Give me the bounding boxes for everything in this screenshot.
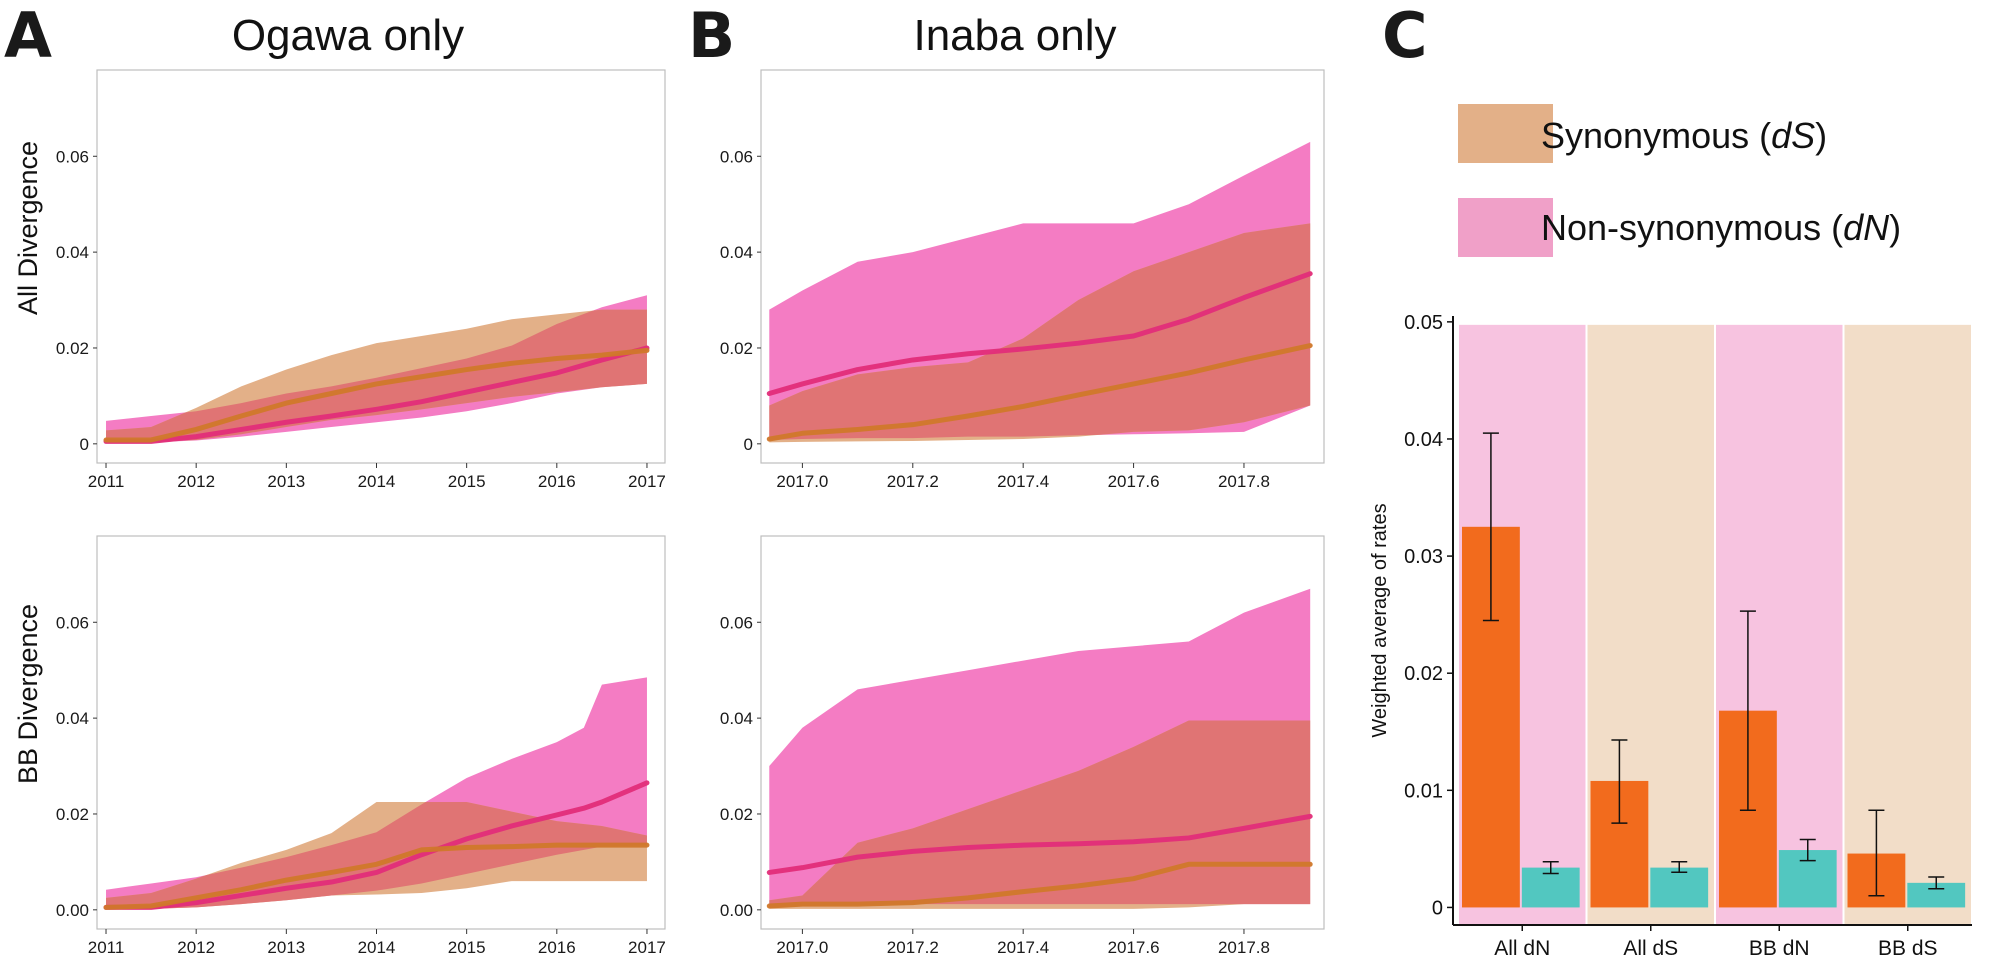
x-tick-label: 2013 [267,472,305,491]
y-tick-label: 0.06 [720,613,753,632]
y-tick-label: 0.05 [1404,312,1443,334]
y-tick-label: 0.06 [56,613,89,632]
x-tick-label: 2016 [538,472,576,491]
chart-ogawa_all: 0 0.02 0.04 0.06 2011 2012 2013 2014 2015 2016 201… [56,69,666,491]
chart-ogawa_bb: 0.00 0.02 0.04 0.06 2011 2012 2013 2014 2015 2016… [56,535,666,957]
y-tick-label: 0.04 [56,243,89,262]
panel-a-letter: A [4,0,52,72]
x-category-label: BB dN [1749,937,1810,959]
y-tick-label: 0.00 [720,901,753,920]
y-tick-label: 0.00 [56,901,89,920]
bar-bg-3 [1844,324,1971,925]
x-category-label: All dN [1494,937,1550,959]
chart-rates: All dN All dS BB dN BB dS 0 0.01 0.02 0.03 0.04 0… [1369,312,1972,959]
y-tick-label: 0 [1432,897,1443,919]
x-tick-label: 2013 [267,938,305,957]
x-tick-label: 2017.4 [997,938,1049,957]
dS-mean-line [766,861,1313,909]
dS-mean-line [103,347,650,443]
panel-b-title: Inaba only [913,11,1116,60]
charts-layer: 0 0.02 0.04 0.06 2011 2012 2013 2014 2015 2016 201… [56,69,1972,959]
y-axis-label: Weighted average of rates [1369,503,1391,737]
x-tick-label: 2017 [628,938,666,957]
x-tick-label: 2017.6 [1108,938,1160,957]
y-tick-label: 0.02 [1404,663,1443,685]
legend-label-dS: Synonymous (dS) [1541,115,1827,156]
overlap-band [769,720,1311,908]
dS-mean-line [766,343,1313,442]
x-tick-label: 2011 [88,938,125,957]
chart-inaba_bb: 0.00 0.02 0.04 0.06 2017.0 2017.2 2017.4 2017.6… [720,535,1325,957]
x-tick-label: 2017.8 [1218,472,1270,491]
legend-swatch-dS [1458,104,1553,163]
y-tick-label: 0.06 [720,147,753,166]
legend-swatch-dN [1458,198,1553,257]
panel-a-title: Ogawa only [232,11,464,60]
x-tick-label: 2014 [358,938,396,957]
row-label-bottom: BB Divergence [13,604,43,784]
chart-inaba_all: 0 0.02 0.04 0.06 2017.0 2017.2 2017.4 2017.6 201… [720,69,1325,491]
y-tick-label: 0.03 [1404,546,1443,568]
x-tick-label: 2017 [628,472,666,491]
y-tick-label: 0.01 [1404,780,1443,802]
x-tick-label: 2017.8 [1218,938,1270,957]
x-category-label: BB dS [1878,937,1938,959]
y-tick-label: 0.02 [56,339,89,358]
x-tick-label: 2012 [177,938,215,957]
legend-label-dN: Non-synonymous (dN) [1541,207,1901,248]
y-tick-label: 0.04 [720,243,753,262]
x-tick-label: 2012 [177,472,215,491]
bar [1650,867,1709,908]
dN-mean-line [103,345,650,444]
x-tick-label: 2011 [88,472,125,491]
y-tick-label: 0.02 [720,339,753,358]
dS-mean-line [103,842,650,910]
row-label-top: All Divergence [13,141,43,315]
x-tick-label: 2015 [448,938,486,957]
dN-mean-line [766,813,1313,875]
overlap-band [106,801,647,909]
panel-c-letter: C [1382,0,1428,72]
y-tick-label: 0.04 [56,709,89,728]
panel-b-letter: B [688,0,735,72]
x-tick-label: 2017.2 [887,472,939,491]
y-tick-label: 0.04 [1404,429,1443,451]
dN-mean-line [103,780,650,910]
x-tick-label: 2014 [358,472,396,491]
x-tick-label: 2017.4 [997,472,1049,491]
y-tick-label: 0.02 [720,805,753,824]
x-tick-label: 2016 [538,938,576,957]
overlap-band [769,223,1311,440]
x-tick-label: 2017.6 [1108,472,1160,491]
y-tick-label: 0 [80,435,89,454]
x-category-label: All dS [1623,937,1678,959]
y-tick-label: 0.02 [56,805,89,824]
x-tick-label: 2017.0 [776,472,828,491]
x-tick-label: 2015 [448,472,486,491]
y-tick-label: 0.06 [56,147,89,166]
bar [1521,867,1580,908]
y-tick-label: 0.04 [720,709,753,728]
x-tick-label: 2017.0 [776,938,828,957]
dN-mean-line [766,271,1313,397]
y-tick-label: 0 [744,435,753,454]
x-tick-label: 2017.2 [887,938,939,957]
